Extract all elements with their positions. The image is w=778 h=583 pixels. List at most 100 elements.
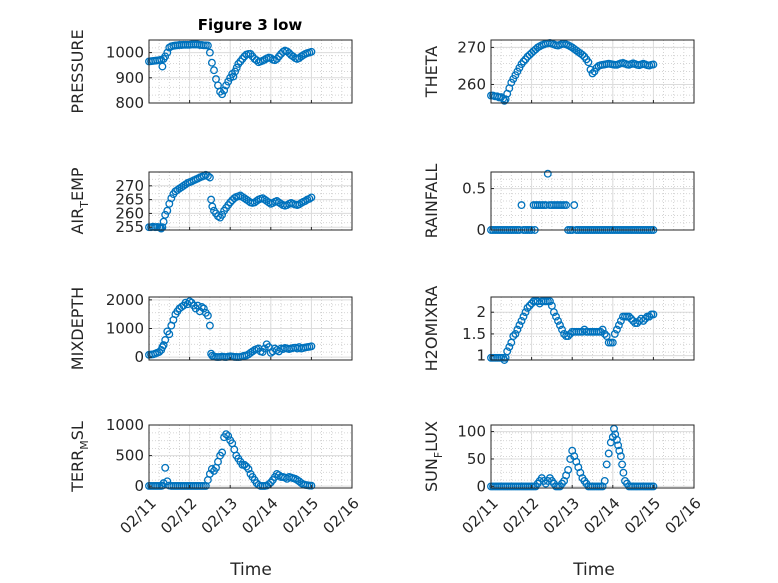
subplot-rainfall: 0 0.5 RAINFALL (422, 164, 695, 239)
data-point (556, 321, 564, 330)
data-point (307, 342, 316, 351)
data-point (163, 48, 172, 57)
y-tick-label: 900 (115, 69, 144, 87)
axes-box (490, 296, 695, 361)
data-point (205, 48, 214, 57)
data-point (224, 77, 233, 86)
y-tick-label: 265 (115, 191, 144, 209)
data-point (307, 193, 316, 202)
y-tick-label: 260 (457, 75, 486, 93)
data-point (558, 325, 566, 334)
data-point (615, 446, 624, 455)
y-axis-label: RAINFALL (422, 164, 441, 239)
data-point (252, 197, 261, 205)
data-point (163, 477, 172, 486)
y-tick-label: 2000 (106, 291, 144, 309)
data-point (511, 329, 520, 338)
data-point (543, 169, 552, 178)
x-tick-label: 02/16 (320, 494, 363, 537)
data-point (614, 321, 623, 330)
figure-title: Figure 3 low (198, 16, 303, 34)
data-point (224, 432, 233, 440)
data-point (619, 468, 628, 477)
data-point (552, 312, 560, 321)
data-point (519, 312, 528, 321)
data-point (244, 465, 253, 473)
y-axis-label: SUNFLUX (422, 421, 445, 492)
x-tick-label: 02/13 (198, 494, 241, 537)
x-axis-label-right: Time (572, 560, 615, 580)
y-tick-label: 2 (476, 303, 486, 321)
axes-box (490, 39, 695, 104)
data-point (564, 465, 573, 474)
data-point (197, 303, 206, 311)
data-point (509, 332, 518, 341)
data-point (588, 69, 597, 78)
subplot-mixdepth: 0 1000 2000 MIXDEPTH (68, 287, 353, 370)
subplot-h2omixra: 1 1.5 2 H2OMIXRA (422, 286, 695, 372)
x-tick-label: 02/11 (459, 494, 502, 537)
data-point (218, 448, 227, 457)
x-tick-label: 02/15 (279, 494, 322, 537)
x-tick-label: 02/12 (499, 494, 542, 537)
x-tick-label: 02/11 (117, 494, 160, 537)
data-point (305, 194, 314, 203)
data-point (210, 66, 218, 75)
data-point (602, 460, 611, 469)
x-tick-label: 02/14 (580, 494, 623, 537)
data-point (578, 50, 587, 59)
y-tick-label: 270 (457, 38, 486, 56)
x-tick-label: 02/16 (662, 494, 705, 537)
y-tick-label: 0 (134, 477, 144, 495)
data-point (203, 172, 212, 181)
x-tick-label: 02/12 (157, 494, 200, 537)
y-axis-label: THETA (422, 46, 441, 98)
y-axis-label: H2OMIXRA (422, 286, 441, 372)
data-point (562, 201, 571, 210)
data-point (229, 72, 238, 81)
data-point (226, 198, 235, 207)
data-point (517, 316, 526, 325)
data-point (612, 435, 621, 444)
data-point (158, 62, 167, 71)
data-point (614, 441, 623, 450)
y-tick-label: 50 (467, 450, 486, 468)
y-tick-label: 1000 (106, 416, 144, 434)
y-tick-label: 0.5 (462, 180, 486, 198)
data-point (521, 308, 530, 317)
data-point (199, 304, 208, 313)
data-point (232, 63, 241, 72)
data-point (600, 329, 609, 338)
data-point (203, 311, 212, 320)
data-point (185, 297, 194, 306)
y-tick-label: 800 (115, 94, 144, 112)
subplot-pressure: 800 900 1000 PRESSURE (68, 29, 353, 114)
data-point (554, 316, 562, 325)
axes-box (490, 171, 695, 231)
y-tick-label: 1.5 (462, 325, 486, 343)
x-tick-label: 02/15 (621, 494, 664, 537)
data-point (612, 325, 621, 334)
data-point (218, 90, 227, 99)
data-point (611, 430, 620, 439)
y-tick-label: 1000 (106, 44, 144, 62)
data-point (608, 338, 617, 347)
data-point (649, 310, 658, 319)
data-point (649, 60, 658, 69)
data-point (610, 329, 619, 338)
data-point (157, 224, 166, 233)
y-tick-label: 0 (476, 477, 486, 495)
data-point (641, 314, 650, 323)
data-point (523, 303, 532, 312)
y-tick-label: 1000 (106, 320, 144, 338)
data-point (627, 314, 636, 323)
data-point (161, 336, 170, 344)
data-point (503, 347, 512, 356)
data-point (220, 86, 229, 95)
data-point (207, 58, 216, 67)
y-tick-label: 270 (115, 177, 144, 195)
data-point (307, 47, 316, 56)
data-point (598, 325, 607, 334)
data-point (505, 343, 514, 351)
